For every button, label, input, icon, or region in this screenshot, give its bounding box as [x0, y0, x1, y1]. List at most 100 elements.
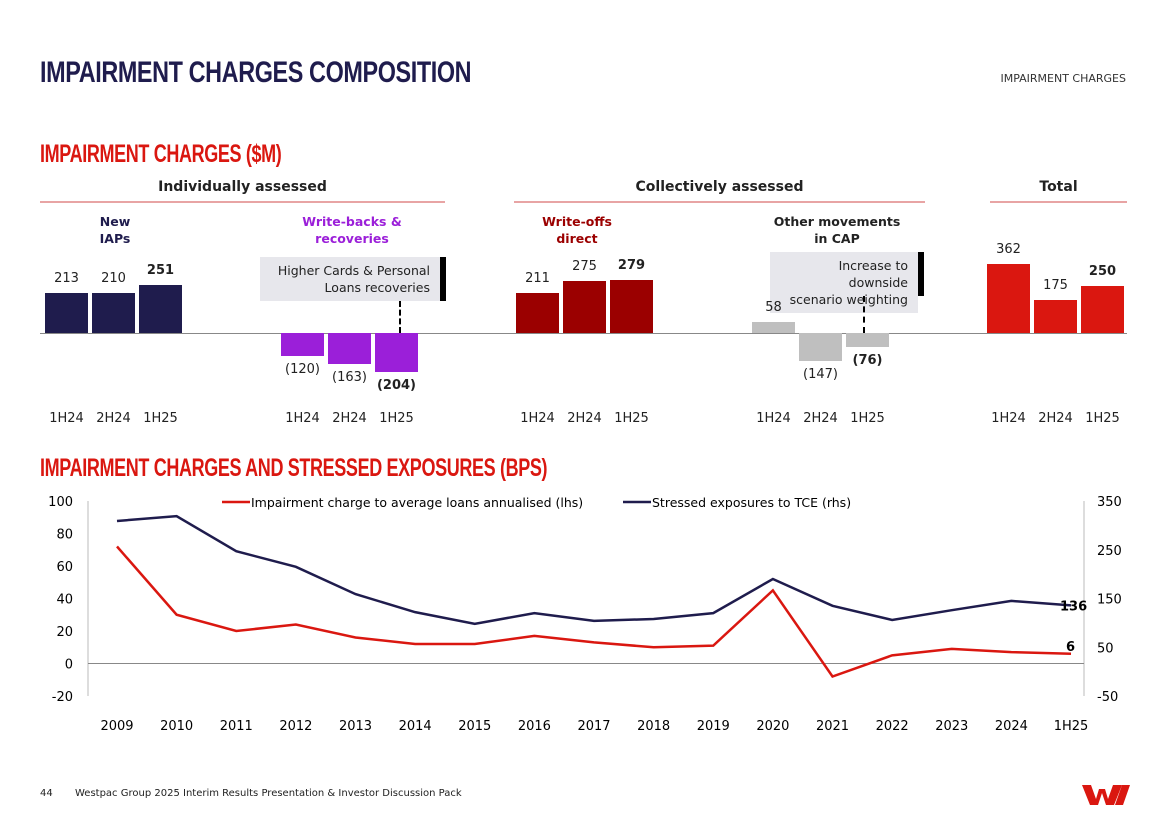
bar-write-offs-direct-1H24: [516, 292, 559, 333]
y-left-tick: 80: [56, 528, 73, 543]
bar-write-offs-direct-1H25: [610, 279, 653, 333]
x-tick: 2010: [160, 719, 193, 734]
section-tag: IMPAIRMENT CHARGES: [1000, 72, 1126, 85]
series-line-stressed-exposures: [116, 514, 1072, 626]
bar-new-iaps-1H24: [45, 292, 88, 333]
x-tick: 2024: [995, 719, 1028, 734]
group-individually-assessed: Individually assessed: [158, 179, 327, 195]
bar-value-label: 210: [101, 271, 126, 287]
bar-total-1H24: [987, 264, 1030, 333]
x-tick: 2017: [577, 719, 610, 734]
y-right-tick: 350: [1097, 495, 1122, 510]
bar-total-1H25: [1081, 285, 1124, 333]
x-tick: 2011: [220, 719, 253, 734]
bar-category-label: 2H24: [567, 411, 602, 426]
series-title-write-backs: Write-backs & recoveries: [302, 214, 402, 246]
legend-label: Impairment charge to average loans annua…: [251, 495, 583, 510]
bar-category-label: 1H25: [614, 411, 649, 426]
annotation-leader: [399, 301, 401, 333]
y-left-tick: 20: [56, 625, 73, 640]
bar-category-label: 1H25: [850, 411, 885, 426]
bar-category-label: 1H24: [756, 411, 791, 426]
group-divider: [990, 201, 1127, 203]
bar-category-label: 2H24: [1038, 411, 1073, 426]
y-right-tick: -50: [1097, 690, 1118, 705]
annotation-leader: [863, 296, 865, 333]
y-left-tick: 0: [65, 658, 73, 673]
y-right-tick: 50: [1097, 641, 1114, 656]
series-line-impairment-charge: [116, 545, 1072, 678]
bar-other-movements-in-cap-2H24: [799, 333, 842, 361]
annotation-marker: [440, 257, 446, 301]
bar-value-label: (120): [285, 361, 320, 377]
bar-new-iaps-1H25: [139, 285, 182, 333]
page-title: IMPAIRMENT CHARGES COMPOSITION: [40, 56, 472, 89]
bar-value-label: (147): [803, 366, 838, 382]
bar-category-label: 2H24: [803, 411, 838, 426]
bar-value-label: 279: [617, 257, 646, 273]
bar-category-label: 1H24: [991, 411, 1026, 426]
x-tick: 2016: [518, 719, 551, 734]
bar-total-2H24: [1034, 299, 1077, 333]
bar-category-label: 1H24: [520, 411, 555, 426]
bar-category-label: 1H25: [379, 411, 414, 426]
x-tick: 2022: [876, 719, 909, 734]
x-tick: 2018: [637, 719, 670, 734]
x-tick: 2009: [100, 719, 133, 734]
y-left-tick: -20: [52, 690, 73, 705]
bar-baseline: [40, 333, 1127, 334]
bar-write-backs-recoveries-1H25: [375, 333, 418, 372]
bar-value-label: 213: [54, 270, 79, 286]
bar-category-label: 2H24: [96, 411, 131, 426]
bar-value-label: 211: [525, 270, 550, 286]
bar-value-label: 275: [572, 258, 597, 274]
x-tick: 1H25: [1054, 719, 1089, 734]
bar-category-label: 1H25: [1085, 411, 1120, 426]
bar-chart-title: IMPAIRMENT CHARGES ($M): [40, 140, 282, 168]
bar-value-label: 251: [146, 263, 175, 279]
x-tick: 2013: [339, 719, 372, 734]
footer-text: Westpac Group 2025 Interim Results Prese…: [75, 788, 462, 799]
legend-label: Stressed exposures to TCE (rhs): [652, 495, 851, 510]
bar-other-movements-in-cap-1H24: [752, 321, 795, 333]
end-value-label: 6: [1066, 640, 1075, 655]
series-title-write-offs: Write-offs direct: [542, 214, 612, 246]
y-left-tick: 60: [56, 560, 73, 575]
westpac-logo: [1082, 785, 1130, 805]
bar-value-label: (76): [852, 353, 883, 369]
end-value-label: 136: [1060, 599, 1087, 614]
bar-value-label: 250: [1088, 263, 1117, 279]
x-tick: 2020: [756, 719, 789, 734]
bar-value-label: 175: [1043, 277, 1068, 293]
y-left-tick: 100: [48, 495, 73, 510]
page-number: 44: [40, 788, 53, 799]
group-divider: [514, 201, 925, 203]
bar-value-label: (204): [376, 377, 417, 393]
bar-value-label: (163): [332, 369, 367, 385]
series-title-other-cap: Other movements in CAP: [773, 214, 901, 246]
y-left-tick: 40: [56, 593, 73, 608]
group-total: Total: [1039, 179, 1078, 195]
x-tick: 2021: [816, 719, 849, 734]
x-tick: 2014: [399, 719, 432, 734]
annotation-marker: [918, 252, 924, 296]
x-tick: 2023: [935, 719, 968, 734]
bar-category-label: 2H24: [332, 411, 367, 426]
bar-value-label: 58: [765, 299, 782, 315]
bar-category-label: 1H24: [49, 411, 84, 426]
annotation-downside-weighting: Increase to downside scenario weighting: [770, 252, 918, 313]
series-title-new-iaps: New IAPs: [99, 214, 131, 246]
bar-write-backs-recoveries-1H24: [281, 333, 324, 356]
bar-other-movements-in-cap-1H25: [846, 333, 889, 348]
bar-write-backs-recoveries-2H24: [328, 333, 371, 364]
bar-category-label: 1H25: [143, 411, 178, 426]
bar-category-label: 1H24: [285, 411, 320, 426]
line-chart-title: IMPAIRMENT CHARGES AND STRESSED EXPOSURE…: [40, 454, 548, 482]
x-tick: 2015: [458, 719, 491, 734]
group-divider: [40, 201, 445, 203]
bar-new-iaps-2H24: [92, 293, 135, 333]
group-collectively-assessed: Collectively assessed: [635, 179, 804, 195]
x-tick: 2019: [697, 719, 730, 734]
bar-value-label: 362: [996, 242, 1021, 258]
bar-write-offs-direct-2H24: [563, 280, 606, 333]
